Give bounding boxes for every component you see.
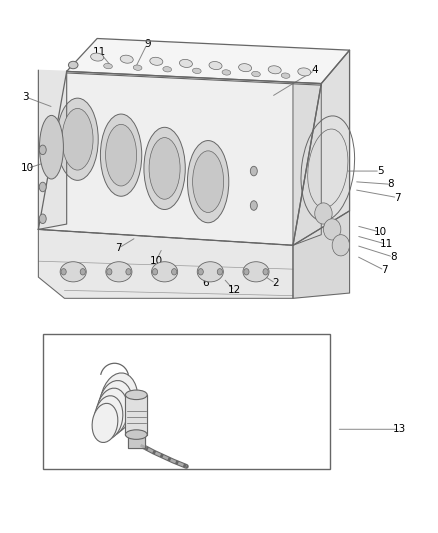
Polygon shape: [39, 70, 67, 229]
Polygon shape: [67, 38, 350, 84]
Ellipse shape: [60, 262, 86, 282]
Text: 15: 15: [182, 395, 195, 405]
Polygon shape: [293, 50, 350, 245]
Ellipse shape: [120, 55, 133, 63]
Text: 12: 12: [228, 285, 241, 295]
Ellipse shape: [298, 68, 311, 76]
Ellipse shape: [133, 65, 142, 70]
Text: 7: 7: [381, 265, 388, 275]
Ellipse shape: [39, 214, 46, 223]
Ellipse shape: [125, 390, 147, 400]
Ellipse shape: [152, 262, 178, 282]
Ellipse shape: [100, 114, 142, 196]
Ellipse shape: [263, 269, 268, 275]
Ellipse shape: [217, 269, 223, 275]
Ellipse shape: [150, 57, 163, 66]
Ellipse shape: [222, 70, 231, 75]
Ellipse shape: [61, 269, 66, 275]
Polygon shape: [127, 434, 145, 448]
Ellipse shape: [192, 68, 201, 74]
Ellipse shape: [57, 98, 98, 180]
Text: 10: 10: [374, 227, 387, 237]
Ellipse shape: [187, 141, 229, 223]
Ellipse shape: [107, 269, 112, 275]
Ellipse shape: [198, 269, 203, 275]
Ellipse shape: [243, 262, 269, 282]
Text: 7: 7: [116, 243, 122, 253]
Ellipse shape: [323, 219, 341, 240]
Ellipse shape: [197, 262, 223, 282]
Polygon shape: [293, 211, 350, 298]
Ellipse shape: [180, 59, 192, 68]
Ellipse shape: [62, 108, 93, 170]
Ellipse shape: [80, 269, 85, 275]
Ellipse shape: [39, 182, 46, 192]
Text: 11: 11: [380, 239, 393, 249]
Ellipse shape: [100, 373, 138, 431]
Text: 10: 10: [149, 256, 162, 266]
Ellipse shape: [239, 63, 251, 71]
Polygon shape: [125, 395, 147, 434]
Text: 13: 13: [393, 424, 406, 434]
Ellipse shape: [172, 269, 177, 275]
Text: 11: 11: [93, 47, 106, 56]
Ellipse shape: [92, 403, 118, 442]
Ellipse shape: [163, 67, 172, 72]
Ellipse shape: [244, 269, 249, 275]
Ellipse shape: [94, 395, 123, 440]
Ellipse shape: [106, 262, 132, 282]
Bar: [43, 334, 330, 469]
Polygon shape: [293, 84, 321, 245]
Text: 9: 9: [144, 39, 151, 49]
Ellipse shape: [144, 127, 185, 209]
Ellipse shape: [332, 235, 350, 256]
Ellipse shape: [96, 388, 128, 437]
Text: 14: 14: [75, 429, 88, 439]
Text: 4: 4: [311, 66, 318, 75]
Ellipse shape: [104, 63, 113, 69]
Polygon shape: [39, 71, 321, 245]
Ellipse shape: [39, 145, 46, 155]
Text: 7: 7: [394, 192, 401, 203]
Ellipse shape: [281, 73, 290, 78]
Text: 6: 6: [203, 278, 209, 288]
Ellipse shape: [315, 203, 332, 224]
Text: 3: 3: [22, 92, 28, 102]
Ellipse shape: [68, 61, 78, 69]
Text: 2: 2: [272, 278, 279, 288]
Text: 8: 8: [390, 252, 396, 262]
Ellipse shape: [252, 71, 260, 77]
Ellipse shape: [91, 53, 104, 61]
Ellipse shape: [126, 269, 131, 275]
Ellipse shape: [268, 66, 281, 74]
Text: 8: 8: [388, 179, 394, 189]
Ellipse shape: [251, 201, 257, 211]
Ellipse shape: [251, 166, 257, 176]
Ellipse shape: [125, 430, 147, 439]
Polygon shape: [39, 229, 293, 298]
Ellipse shape: [106, 124, 137, 186]
Ellipse shape: [152, 269, 158, 275]
Ellipse shape: [149, 138, 180, 199]
Text: 5: 5: [377, 166, 383, 176]
Ellipse shape: [209, 61, 222, 70]
Ellipse shape: [98, 381, 133, 433]
Text: 10: 10: [21, 164, 34, 173]
Ellipse shape: [193, 151, 224, 213]
Ellipse shape: [39, 115, 64, 179]
